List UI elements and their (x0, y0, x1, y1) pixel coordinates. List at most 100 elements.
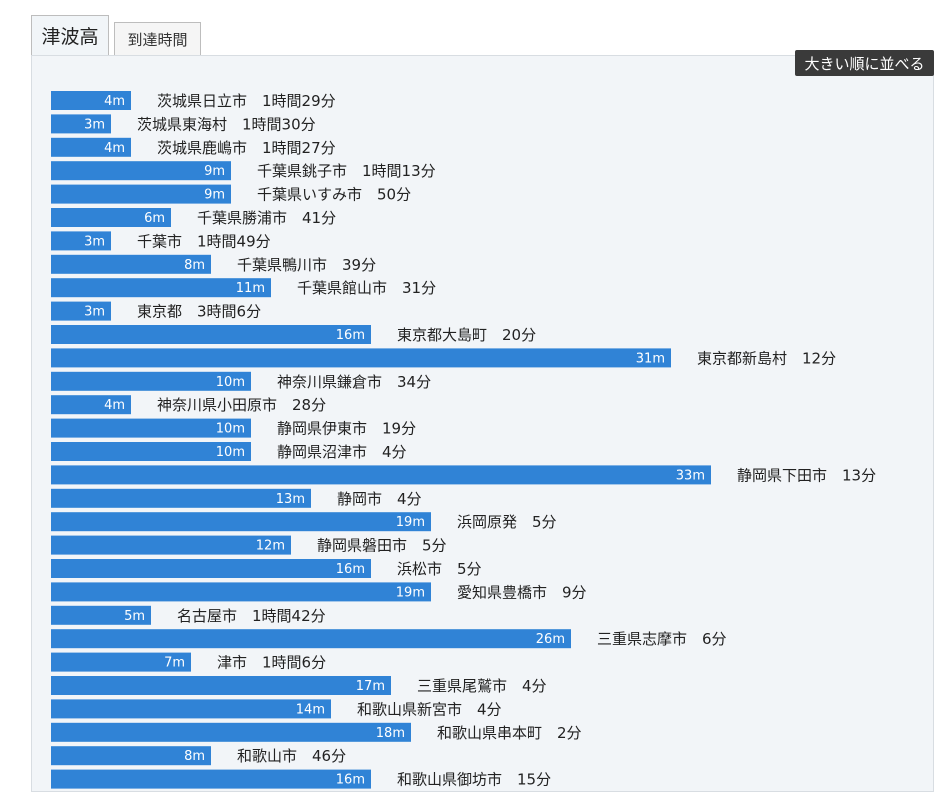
bar-row: 3m 千葉市 1時間49分 (51, 231, 271, 251)
bar-row: 7m 津市 1時間6分 (51, 652, 326, 672)
location-label: 東京都大島町 20分 (397, 326, 536, 344)
bar (51, 278, 271, 298)
bar (51, 699, 331, 719)
bar (51, 769, 371, 789)
sort-descending-button[interactable]: 大きい順に並べる (795, 50, 934, 76)
bar-value-label: 7m (164, 656, 185, 671)
bar-row: 10m 神奈川県鎌倉市 34分 (51, 371, 431, 391)
bar-value-label: 10m (216, 422, 245, 437)
location-label: 名古屋市 1時間42分 (177, 607, 326, 625)
bar-value-label: 16m (336, 773, 365, 788)
bar (51, 582, 431, 602)
bar-row: 3m 東京都 3時間6分 (51, 301, 261, 321)
bar-value-label: 4m (104, 398, 125, 413)
bar-value-label: 11m (236, 281, 265, 296)
bar-value-label: 16m (336, 562, 365, 577)
bar-row: 3m 茨城県東海村 1時間30分 (51, 114, 316, 134)
bar (51, 746, 211, 766)
bar (51, 137, 131, 157)
bar-row: 8m 和歌山市 46分 (51, 746, 346, 766)
bar-value-label: 9m (204, 164, 225, 179)
bar-row: 18m 和歌山県串本町 2分 (51, 722, 582, 742)
bar-value-label: 4m (104, 141, 125, 156)
location-label: 茨城県東海村 1時間30分 (137, 115, 316, 133)
bar-row: 17m 三重県尾鷲市 4分 (51, 676, 547, 695)
location-label: 千葉県いすみ市 50分 (257, 186, 411, 204)
bar-value-label: 4m (104, 94, 125, 109)
location-label: 静岡県下田市 13分 (737, 466, 876, 484)
location-label: 浜岡原発 5分 (457, 513, 557, 531)
bar-row: 11m 千葉県館山市 31分 (51, 278, 436, 298)
bar (51, 512, 431, 532)
location-label: 千葉県館山市 31分 (297, 279, 436, 297)
location-label: 静岡市 4分 (337, 490, 422, 508)
bar-value-label: 10m (216, 445, 245, 460)
bar-value-label: 3m (84, 234, 105, 249)
bar-row: 10m 静岡県沼津市 4分 (51, 442, 407, 461)
bar (51, 605, 151, 625)
location-label: 静岡県磐田市 5分 (317, 537, 447, 555)
bar-row: 31m 東京都新島村 12分 (51, 348, 836, 368)
location-label: 和歌山市 46分 (237, 747, 346, 765)
bar-value-label: 12m (256, 539, 285, 554)
bar-row: 33m 静岡県下田市 13分 (51, 465, 876, 485)
bar-value-label: 18m (376, 726, 405, 741)
bar-value-label: 3m (84, 117, 105, 132)
location-label: 茨城県日立市 1時間29分 (157, 92, 336, 110)
bar-row: 26m 三重県志摩市 6分 (51, 629, 727, 649)
bar-row: 4m 茨城県日立市 1時間29分 (51, 91, 336, 110)
location-label: 三重県尾鷲市 4分 (417, 677, 547, 695)
bar-value-label: 8m (184, 258, 205, 273)
bar-row: 16m 東京都大島町 20分 (51, 325, 536, 344)
bar-row: 19m 愛知県豊橋市 9分 (51, 582, 587, 602)
bar-row: 4m 神奈川県小田原市 28分 (51, 395, 326, 415)
bar-value-label: 14m (296, 702, 325, 717)
bar (51, 208, 171, 227)
bar-row: 19m 浜岡原発 5分 (51, 512, 557, 532)
location-label: 千葉県鴨川市 39分 (237, 256, 376, 274)
bar (51, 348, 671, 368)
location-label: 静岡県伊東市 19分 (277, 420, 416, 438)
bar (51, 559, 371, 578)
bar (51, 676, 391, 695)
location-label: 東京都 3時間6分 (137, 303, 261, 321)
location-label: 静岡県沼津市 4分 (277, 443, 407, 461)
bar-value-label: 26m (536, 632, 565, 647)
bar (51, 418, 251, 438)
bar (51, 722, 411, 742)
location-label: 千葉市 1時間49分 (137, 232, 271, 250)
bar-row: 9m 千葉県銚子市 1時間13分 (51, 161, 436, 181)
bar (51, 325, 371, 344)
location-label: 和歌山県串本町 2分 (437, 724, 582, 742)
bar (51, 91, 131, 110)
bar-row: 13m 静岡市 4分 (51, 488, 422, 508)
tab-tsunami-height[interactable]: 津波高 (31, 15, 109, 55)
location-label: 和歌山県新宮市 4分 (357, 700, 502, 718)
bar (51, 535, 291, 555)
location-label: 浜松市 5分 (397, 560, 482, 578)
bar-value-label: 33m (676, 468, 705, 483)
bar-value-label: 8m (184, 749, 205, 764)
bar-row: 10m 静岡県伊東市 19分 (51, 418, 416, 438)
bar-row: 6m 千葉県勝浦市 41分 (51, 208, 336, 227)
tab-arrival-time[interactable]: 到達時間 (114, 22, 201, 55)
bar-row: 8m 千葉県鴨川市 39分 (51, 254, 376, 274)
bar (51, 442, 251, 461)
bar (51, 652, 191, 672)
location-label: 東京都新島村 12分 (697, 349, 836, 367)
bar (51, 465, 711, 485)
bar (51, 395, 131, 415)
location-label: 和歌山県御坊市 15分 (397, 771, 551, 789)
bar-row: 16m 浜松市 5分 (51, 559, 482, 578)
bar-value-label: 9m (204, 188, 225, 203)
bar-row: 5m 名古屋市 1時間42分 (51, 605, 326, 625)
location-label: 三重県志摩市 6分 (597, 630, 727, 648)
location-label: 愛知県豊橋市 9分 (457, 583, 587, 601)
bar-value-label: 17m (356, 679, 385, 694)
bar (51, 488, 311, 508)
location-label: 津市 1時間6分 (217, 654, 326, 672)
bar (51, 161, 231, 181)
bar-value-label: 3m (84, 305, 105, 320)
location-label: 神奈川県鎌倉市 34分 (277, 373, 431, 391)
